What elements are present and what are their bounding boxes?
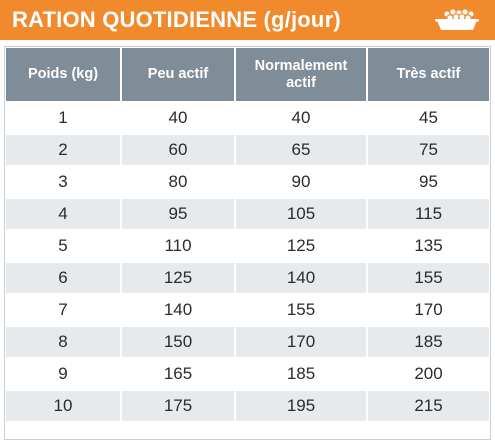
table-row: 6 125 140 155 <box>6 263 489 293</box>
column-header-low-activity: Peu actif <box>122 48 234 101</box>
cell-low-activity: 60 <box>122 135 234 165</box>
cell-high-activity: 115 <box>368 199 489 229</box>
table-row: 5 110 125 135 <box>6 231 489 261</box>
cell-high-activity: 45 <box>368 103 489 133</box>
cell-normal-activity: 40 <box>236 103 366 133</box>
cell-weight: 10 <box>6 391 120 421</box>
column-header-weight: Poids (kg) <box>6 48 120 101</box>
title-banner: RATION QUOTIDIENNE (g/jour) <box>0 0 495 40</box>
cell-weight: 5 <box>6 231 120 261</box>
table-row: 8 150 170 185 <box>6 327 489 357</box>
cell-low-activity: 80 <box>122 167 234 197</box>
cell-low-activity: 150 <box>122 327 234 357</box>
cell-weight: 4 <box>6 199 120 229</box>
column-header-normal-activity: Normalement actif <box>236 48 366 101</box>
cell-weight: 3 <box>6 167 120 197</box>
cell-normal-activity: 90 <box>236 167 366 197</box>
cell-high-activity: 155 <box>368 263 489 293</box>
cell-normal-activity: 140 <box>236 263 366 293</box>
cell-high-activity: 75 <box>368 135 489 165</box>
cell-normal-activity: 125 <box>236 231 366 261</box>
table-row: 9 165 185 200 <box>6 359 489 389</box>
table-row: 2 60 65 75 <box>6 135 489 165</box>
cell-low-activity: 125 <box>122 263 234 293</box>
cell-high-activity: 135 <box>368 231 489 261</box>
table-header-row: Poids (kg) Peu actif Normalement actif T… <box>6 48 489 101</box>
cell-high-activity: 215 <box>368 391 489 421</box>
cell-normal-activity: 170 <box>236 327 366 357</box>
cell-high-activity: 185 <box>368 327 489 357</box>
cell-high-activity: 170 <box>368 295 489 325</box>
cell-normal-activity: 185 <box>236 359 366 389</box>
table-row: 1 40 40 45 <box>6 103 489 133</box>
cell-normal-activity: 195 <box>236 391 366 421</box>
cell-weight: 6 <box>6 263 120 293</box>
cell-normal-activity: 105 <box>236 199 366 229</box>
cell-low-activity: 95 <box>122 199 234 229</box>
cell-low-activity: 140 <box>122 295 234 325</box>
table-row: 10 175 195 215 <box>6 391 489 421</box>
food-bowl-icon <box>431 7 483 33</box>
column-header-high-activity: Très actif <box>368 48 489 101</box>
cell-low-activity: 175 <box>122 391 234 421</box>
cell-normal-activity: 65 <box>236 135 366 165</box>
ration-table: Poids (kg) Peu actif Normalement actif T… <box>4 46 491 423</box>
cell-weight: 7 <box>6 295 120 325</box>
cell-high-activity: 200 <box>368 359 489 389</box>
page-title: RATION QUOTIDIENNE (g/jour) <box>12 7 341 32</box>
table-row: 3 80 90 95 <box>6 167 489 197</box>
cell-low-activity: 165 <box>122 359 234 389</box>
cell-weight: 2 <box>6 135 120 165</box>
cell-weight: 1 <box>6 103 120 133</box>
table-row: 4 95 105 115 <box>6 199 489 229</box>
cell-high-activity: 95 <box>368 167 489 197</box>
cell-low-activity: 40 <box>122 103 234 133</box>
table-row: 7 140 155 170 <box>6 295 489 325</box>
cell-normal-activity: 155 <box>236 295 366 325</box>
cell-low-activity: 110 <box>122 231 234 261</box>
cell-weight: 9 <box>6 359 120 389</box>
cell-weight: 8 <box>6 327 120 357</box>
